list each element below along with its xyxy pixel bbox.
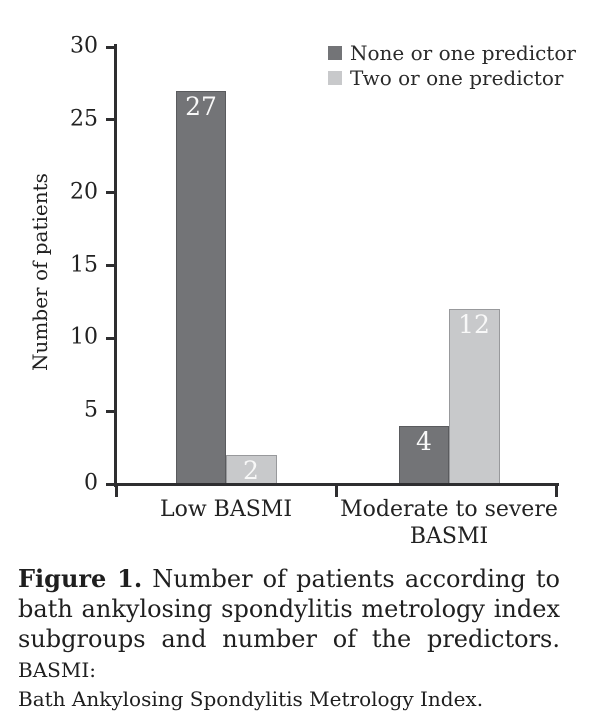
bar-chart: Number of patients 0 5 10 15 20 25 30 27 2 4 12 N… xyxy=(28,33,576,550)
figure-number-label: Figure 1. xyxy=(18,564,143,593)
y-tick-mark-25 xyxy=(106,118,116,122)
y-tick-label-20: 20 xyxy=(70,179,98,205)
category-label-1: Moderate to severe BASMI xyxy=(340,497,558,549)
y-tick-mark-0 xyxy=(106,482,116,486)
caption-line-1: Figure 1. Number of patients according t… xyxy=(18,564,560,594)
y-tick-mark-15 xyxy=(106,264,116,267)
legend: None or one predictor Two or one predicto… xyxy=(328,40,576,90)
y-tick-mark-30 xyxy=(106,45,116,49)
category-label-0: Low BASMI xyxy=(159,497,293,522)
bar-dark-group-1 xyxy=(399,425,449,485)
legend-swatch-icon xyxy=(328,45,342,60)
bar-value-label: 12 xyxy=(458,310,490,340)
x-tick-mark-1 xyxy=(334,484,338,497)
bar-dark-group-0 xyxy=(176,90,226,485)
bar-value-label: 2 xyxy=(243,455,259,485)
y-tick-mark-20 xyxy=(106,191,116,195)
y-tick-label-0: 0 xyxy=(84,470,98,496)
y-tick-label-10: 10 xyxy=(70,324,98,350)
caption-line-1-text: Number of patients according to xyxy=(152,565,560,593)
y-tick-mark-10 xyxy=(106,336,116,340)
y-tick-label-5: 5 xyxy=(84,397,98,423)
figure-1: Number of patients 0 5 10 15 20 25 30 27 2 4 12 N… xyxy=(18,33,576,711)
caption-line-4: Bath Ankylosing Spondylitis Metrology In… xyxy=(18,687,484,711)
caption-line-2: bath ankylosing spondylitis metrology in… xyxy=(18,595,560,623)
figure-caption: Figure 1. Number of patients according t… xyxy=(18,564,560,712)
legend-label: None or one predictor xyxy=(350,40,576,65)
caption-line-3-text: subgroups and number of the predictors. xyxy=(18,625,560,653)
caption-acronym: BASMI: xyxy=(18,658,96,682)
y-tick-mark-5 xyxy=(106,409,116,413)
y-tick-label-30: 30 xyxy=(70,33,98,59)
bar-value-label: 4 xyxy=(416,426,432,456)
bar-light-group-1 xyxy=(449,309,500,485)
legend-label: Two or one predictor xyxy=(350,65,564,90)
y-tick-label-15: 15 xyxy=(70,252,98,277)
x-tick-mark-0 xyxy=(114,484,118,497)
caption-line-3: subgroups and number of the predictors. … xyxy=(18,624,560,685)
legend-item-1: Two or one predictor xyxy=(328,65,576,90)
legend-item-0: None or one predictor xyxy=(328,40,576,65)
y-axis-title: Number of patients xyxy=(28,173,52,371)
y-tick-label-25: 25 xyxy=(70,106,98,132)
bar-value-label: 27 xyxy=(185,91,217,121)
x-tick-mark-2 xyxy=(554,484,558,497)
legend-swatch-icon xyxy=(328,70,342,85)
